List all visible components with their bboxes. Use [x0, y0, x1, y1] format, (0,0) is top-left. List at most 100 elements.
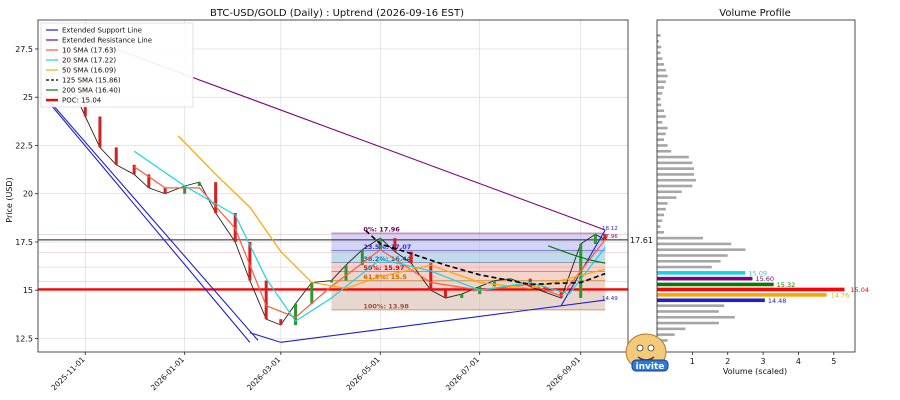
vp-bar — [657, 155, 689, 159]
vp-bar — [657, 80, 666, 84]
vp-bar — [657, 57, 663, 60]
sma-50-line — [177, 135, 606, 289]
candle — [132, 164, 136, 175]
vp-bar — [657, 132, 666, 136]
vp-highlight-bar — [657, 287, 845, 292]
candle — [344, 265, 348, 281]
vp-highlight-bar — [657, 276, 753, 281]
vp-bar — [657, 304, 725, 307]
fib-zone — [331, 250, 606, 263]
vp-bar — [657, 92, 663, 95]
vp-bar — [657, 51, 661, 55]
end-value-label: 17.96 — [602, 234, 618, 240]
vp-bar — [657, 138, 665, 141]
legend-label: 50 SMA (16.09) — [62, 67, 116, 75]
candle — [393, 238, 397, 252]
vp-bar — [657, 63, 665, 66]
vp-bar — [657, 144, 668, 147]
candle — [163, 187, 167, 194]
support-line — [40, 92, 251, 343]
vp-bar — [657, 173, 695, 176]
vp-highlight-bar — [657, 282, 774, 287]
legend-label: Extended Support Line — [62, 27, 142, 35]
vp-highlight-label: 15.04 — [850, 286, 869, 294]
fib-zone — [331, 271, 606, 281]
vp-bar — [657, 310, 719, 313]
main-plot-frame — [37, 19, 629, 353]
vp-bar — [657, 184, 693, 188]
vp-bar — [657, 121, 663, 124]
candle — [183, 186, 187, 194]
end-value-label: 18.12 — [602, 226, 618, 232]
watermark-logo: invite — [625, 333, 669, 372]
support-line — [249, 332, 282, 343]
vp-bar — [657, 242, 732, 246]
vp-x-tick-label: 4 — [796, 357, 801, 366]
vp-bar — [657, 149, 672, 153]
candle — [593, 234, 597, 244]
vp-bar — [657, 327, 686, 331]
vp-bar — [657, 109, 665, 113]
vp-bar — [657, 207, 666, 211]
y-tick-label: 27.5 — [15, 45, 33, 54]
vp-highlight-bar — [657, 271, 746, 275]
y-tick-label: 25 — [23, 93, 33, 102]
candle — [492, 280, 496, 287]
candle — [509, 278, 513, 281]
y-tick-label: 12.5 — [15, 334, 33, 343]
vp-bar — [657, 68, 666, 72]
main-chart-title: BTC-USD/GOLD (Daily) : Uptrend (2026-09-… — [210, 8, 464, 19]
candle — [214, 182, 218, 214]
y-tick-label: 15 — [23, 286, 33, 295]
vp-highlight-label: 14.76 — [831, 291, 850, 299]
fib-level-label: 100%: 13.98 — [363, 302, 409, 310]
x-tick-label: 2026-03-01 — [245, 355, 282, 392]
candle — [294, 303, 298, 325]
candle — [603, 234, 607, 240]
volume-profile-title: Volume Profile — [719, 8, 790, 19]
vp-bar — [657, 161, 693, 165]
candle — [147, 174, 151, 188]
vp-bar — [657, 34, 661, 37]
vp-x-tick-label: 5 — [831, 357, 836, 366]
sma-125-line — [365, 229, 606, 286]
candle — [443, 290, 447, 298]
candle — [279, 319, 283, 325]
vp-bar — [657, 219, 663, 223]
vp-bar — [657, 265, 712, 269]
current-price-label: 17.61 — [630, 236, 653, 245]
vp-bar — [657, 254, 728, 257]
vp-bar — [657, 213, 665, 217]
y-axis-label: Price (USD) — [5, 177, 14, 222]
candle — [329, 280, 333, 283]
fib-zone — [331, 233, 606, 251]
support-line — [45, 96, 259, 341]
legend-label: 20 SMA (17.22) — [62, 57, 116, 65]
fib-level-label: 50%: 15.97 — [363, 264, 404, 272]
fib-level-label: 61.8%: 15.5 — [363, 273, 407, 281]
vp-highlight-label: 14.48 — [768, 297, 787, 305]
x-tick-label: 2025-11-01 — [49, 355, 86, 392]
legend-box — [40, 22, 194, 108]
candle — [460, 294, 464, 298]
vp-bar — [657, 97, 661, 101]
vp-bar — [657, 167, 695, 170]
candle — [264, 280, 268, 320]
vp-x-tick-label: 3 — [761, 357, 766, 366]
candle — [114, 147, 118, 165]
vp-highlight-bar — [657, 298, 765, 303]
candle — [197, 182, 201, 186]
fib-level-label: 38.2%: 16.44 — [363, 255, 411, 263]
candle — [429, 263, 433, 291]
sma-200-line — [547, 245, 606, 264]
y-tick-label: 17.5 — [15, 238, 33, 247]
legend-label: 10 SMA (17.63) — [62, 47, 116, 55]
vp-bar — [657, 103, 662, 107]
candle — [248, 241, 252, 281]
vp-bar — [657, 115, 666, 118]
vp-highlight-label: 15.09 — [748, 269, 767, 277]
vp-bar — [657, 248, 746, 251]
vp-x-tick-label: 2 — [725, 357, 730, 366]
